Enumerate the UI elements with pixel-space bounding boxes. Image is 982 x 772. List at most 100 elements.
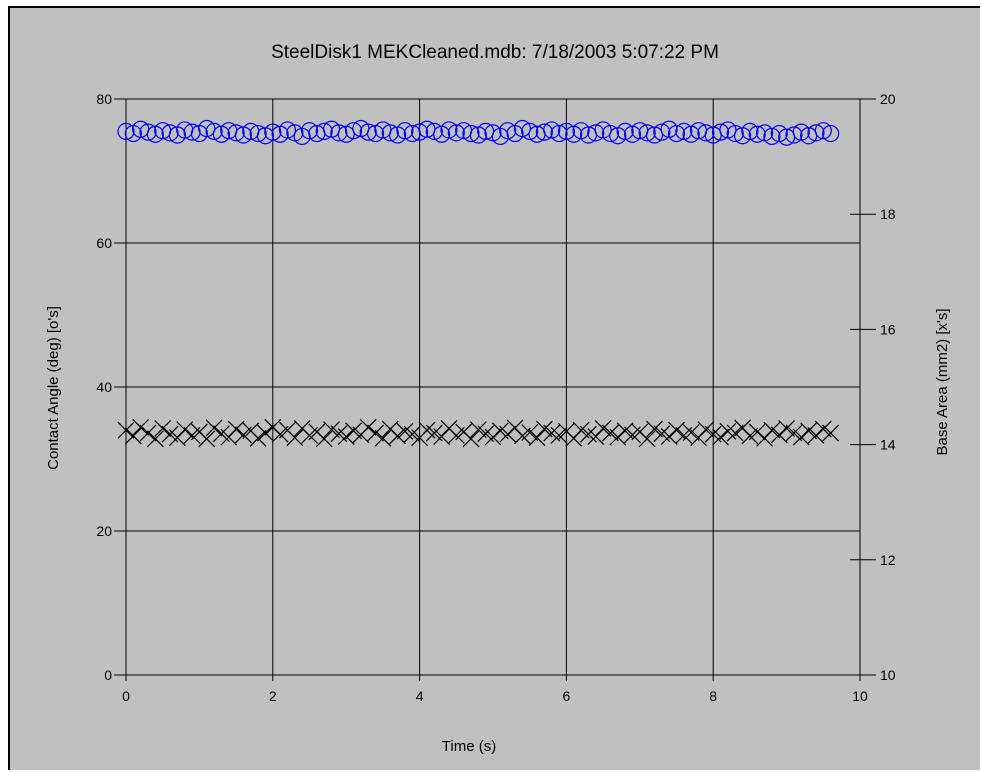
x-tick-label: 4 [416,688,424,704]
chart: 0 2 4 6 8 10 0 20 40 60 80 10 12 14 16 18 20 SteelDisk1 … [45,42,951,755]
data-point-x [543,424,561,442]
grid [114,98,876,681]
data-point-circle [205,122,223,141]
data-point-x [778,420,796,437]
y2-axis-label: Base Area (mm2) [x's] [934,308,951,455]
data-point-circle [315,122,333,141]
tick-labels: 0 2 4 6 8 10 0 20 40 60 80 10 12 14 16 18 20 [96,91,895,704]
y-tick-label: 60 [96,235,112,251]
data-point-x [660,428,678,445]
y2-tick-label: 10 [880,667,896,683]
data-point-circle [440,121,458,139]
data-point-circle [278,121,297,139]
data-point-circle [396,122,414,140]
data-point-circle [748,125,766,143]
data-point-x [359,418,377,436]
data-point-circle [300,122,319,140]
data-point-x [198,430,216,448]
data-point-circle [359,123,377,141]
x-tick-label: 10 [852,688,868,704]
data-point-x [205,419,223,437]
data-point-x [646,420,663,438]
data-point-x [146,430,164,448]
data-point-x [330,425,348,443]
data-point-x [594,420,612,437]
data-point-x [800,422,818,440]
data-point-circle [550,124,568,143]
data-point-circle [264,123,282,141]
data-point-circle [653,123,671,141]
data-point-x [697,421,715,439]
y-tick-label: 40 [96,379,112,395]
data-point-x [579,425,597,443]
data-point-circle [447,124,465,142]
data-point-circle [587,124,605,142]
data-point-circle [807,124,825,142]
y2-tick-label: 12 [880,552,896,568]
data-point-x [726,424,744,442]
data-point-circle [697,124,715,142]
x-tick-label: 8 [709,688,717,704]
data-point-circle [535,123,553,141]
data-point-x [124,427,142,445]
data-point-x [748,423,766,441]
data-point-x [668,421,685,439]
data-point-x [315,430,333,448]
data-point-x [389,427,407,445]
data-point-circle [381,124,399,142]
data-point-x [624,426,641,444]
data-point-x [374,429,392,447]
data-point-circle [785,126,803,144]
data-point-circle [161,124,179,142]
data-point-circle [667,124,686,143]
data-point-circle [726,124,744,143]
data-point-circle [513,119,531,138]
y-tick-label: 80 [96,91,112,107]
data-point-circle [411,123,429,141]
data-point-x [822,424,840,442]
y-axis-label: Contact Angle (deg) [o's] [45,306,62,470]
data-point-x [770,426,788,444]
data-point-x [117,421,135,439]
y2-tick-label: 16 [880,321,896,337]
data-point-x [176,421,194,439]
data-point-circle [249,124,267,143]
data-point-x [499,425,517,443]
data-point-x [257,424,274,442]
y-tick-label: 20 [96,523,112,539]
y2-tick-label: 20 [880,91,896,107]
data-point-circle [638,124,656,142]
data-point-x [367,424,384,442]
data-point-circle [425,122,443,141]
x-tick-label: 6 [563,688,571,704]
data-point-circle [462,124,480,143]
data-point-x [337,428,355,445]
data-point-circle [763,127,781,146]
data-point-x [484,428,502,446]
data-point-circle [814,122,832,140]
data-point-x [521,424,539,441]
data-point-circle [711,123,730,141]
data-point-x [227,420,245,438]
data-point-circle [198,119,216,138]
y-tick-label: 0 [104,667,112,683]
data-point-circle [139,123,157,141]
data-point-x [682,424,700,441]
data-point-circle [741,122,759,141]
data-point-x [286,429,304,447]
data-point-circle [645,126,664,144]
data-point-x [418,421,436,439]
data-point-circle [330,124,348,142]
data-point-x [638,430,656,448]
data-point-x [154,420,172,437]
data-point-circle [521,122,539,141]
chart-panel: 0 2 4 6 8 10 0 20 40 60 80 10 12 14 16 18 20 SteelDisk1 … [8,6,980,770]
data-point-circle [499,122,517,140]
data-point-x [653,425,671,443]
data-point-x [528,429,546,447]
plot-area [125,98,861,676]
data-point-circle [557,122,576,141]
data-point-x [609,428,627,446]
data-point-x [807,426,825,444]
data-point-x [712,428,729,446]
